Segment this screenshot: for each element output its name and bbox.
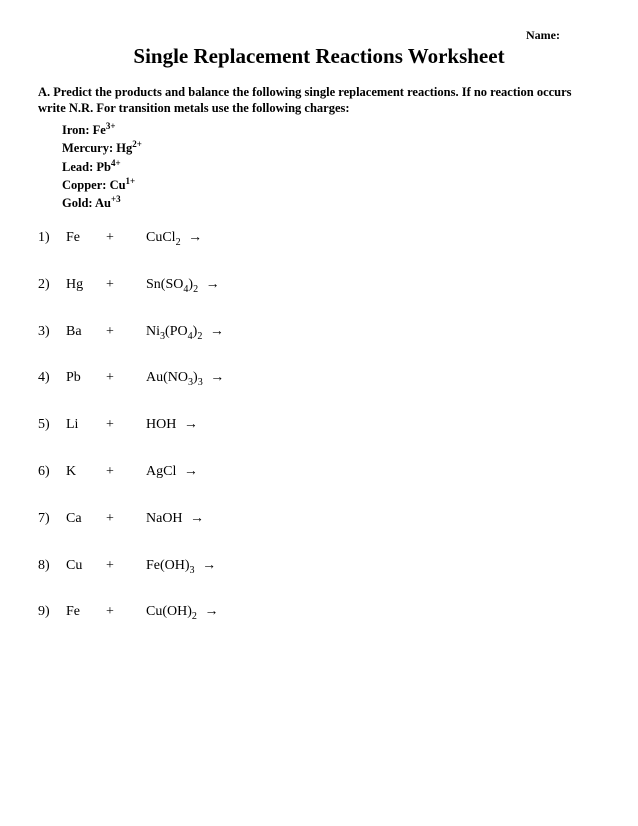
- reactant-2: Fe(OH)3 →: [146, 558, 216, 575]
- problem-row: 4)Pb+Au(NO3)3 →: [38, 370, 600, 387]
- charge-element: Gold: Au: [62, 196, 111, 210]
- arrow-icon: →: [190, 511, 204, 526]
- charges-list: Iron: Fe3+Mercury: Hg2+Lead: Pb4+Copper:…: [38, 121, 600, 212]
- arrow-icon: →: [184, 464, 198, 479]
- charge-row: Mercury: Hg2+: [62, 139, 600, 157]
- problem-number: 8): [38, 558, 66, 575]
- reactant-2: Cu(OH)2 →: [146, 604, 218, 621]
- reactant-1: Ba: [66, 324, 106, 341]
- arrow-icon: →: [204, 604, 218, 619]
- problem-number: 7): [38, 511, 66, 528]
- reactant-1: Ca: [66, 511, 106, 528]
- reactant-2: AgCl →: [146, 464, 198, 481]
- charge-row: Gold: Au+3: [62, 194, 600, 212]
- reactant-1: Fe: [66, 604, 106, 621]
- plus-sign: +: [106, 324, 146, 341]
- problem-row: 5)Li+HOH →: [38, 417, 600, 434]
- plus-sign: +: [106, 511, 146, 528]
- reactant-2: Sn(SO4)2 →: [146, 277, 220, 294]
- plus-sign: +: [106, 417, 146, 434]
- arrow-icon: →: [184, 417, 198, 432]
- problem-row: 8)Cu+Fe(OH)3 →: [38, 558, 600, 575]
- problem-number: 9): [38, 604, 66, 621]
- reactant-1: Hg: [66, 277, 106, 294]
- plus-sign: +: [106, 558, 146, 575]
- charge-element: Copper: Cu: [62, 178, 126, 192]
- arrow-icon: →: [188, 230, 202, 245]
- arrow-icon: →: [206, 277, 220, 292]
- problems-list: 1)Fe+CuCl2 →2)Hg+Sn(SO4)2 →3)Ba+Ni3(PO4)…: [38, 230, 600, 621]
- reactant-2: Ni3(PO4)2 →: [146, 324, 224, 341]
- charge-element: Mercury: Hg: [62, 141, 132, 155]
- arrow-icon: →: [210, 324, 224, 339]
- reactant-2: NaOH →: [146, 511, 204, 528]
- plus-sign: +: [106, 230, 146, 247]
- charge-row: Iron: Fe3+: [62, 121, 600, 139]
- problem-number: 3): [38, 324, 66, 341]
- charge-value: 4+: [111, 157, 121, 167]
- reactant-2: HOH →: [146, 417, 198, 434]
- charge-value: +3: [111, 194, 121, 204]
- problem-number: 4): [38, 370, 66, 387]
- arrow-icon: →: [210, 370, 224, 385]
- charge-value: 1+: [126, 176, 136, 186]
- problem-row: 9)Fe+Cu(OH)2 →: [38, 604, 600, 621]
- problem-number: 2): [38, 277, 66, 294]
- reactant-1: K: [66, 464, 106, 481]
- problem-row: 2)Hg+Sn(SO4)2 →: [38, 277, 600, 294]
- charge-value: 3+: [106, 121, 116, 131]
- instructions-text: A. Predict the products and balance the …: [38, 84, 600, 118]
- plus-sign: +: [106, 370, 146, 387]
- problem-row: 7)Ca+NaOH →: [38, 511, 600, 528]
- charge-element: Iron: Fe: [62, 123, 106, 137]
- reactant-1: Li: [66, 417, 106, 434]
- charge-value: 2+: [132, 139, 142, 149]
- problem-row: 1)Fe+CuCl2 →: [38, 230, 600, 247]
- reactant-2: Au(NO3)3 →: [146, 370, 224, 387]
- problem-row: 6)K+AgCl →: [38, 464, 600, 481]
- problem-row: 3)Ba+Ni3(PO4)2 →: [38, 324, 600, 341]
- plus-sign: +: [106, 464, 146, 481]
- plus-sign: +: [106, 604, 146, 621]
- arrow-icon: →: [202, 558, 216, 573]
- problem-number: 6): [38, 464, 66, 481]
- worksheet-title: Single Replacement Reactions Worksheet: [38, 44, 600, 69]
- name-label: Name:: [38, 28, 600, 42]
- reactant-1: Cu: [66, 558, 106, 575]
- charge-row: Lead: Pb4+: [62, 158, 600, 176]
- plus-sign: +: [106, 277, 146, 294]
- reactant-1: Fe: [66, 230, 106, 247]
- reactant-2: CuCl2 →: [146, 230, 202, 247]
- reactant-1: Pb: [66, 370, 106, 387]
- charge-element: Lead: Pb: [62, 160, 111, 174]
- problem-number: 5): [38, 417, 66, 434]
- charge-row: Copper: Cu1+: [62, 176, 600, 194]
- problem-number: 1): [38, 230, 66, 247]
